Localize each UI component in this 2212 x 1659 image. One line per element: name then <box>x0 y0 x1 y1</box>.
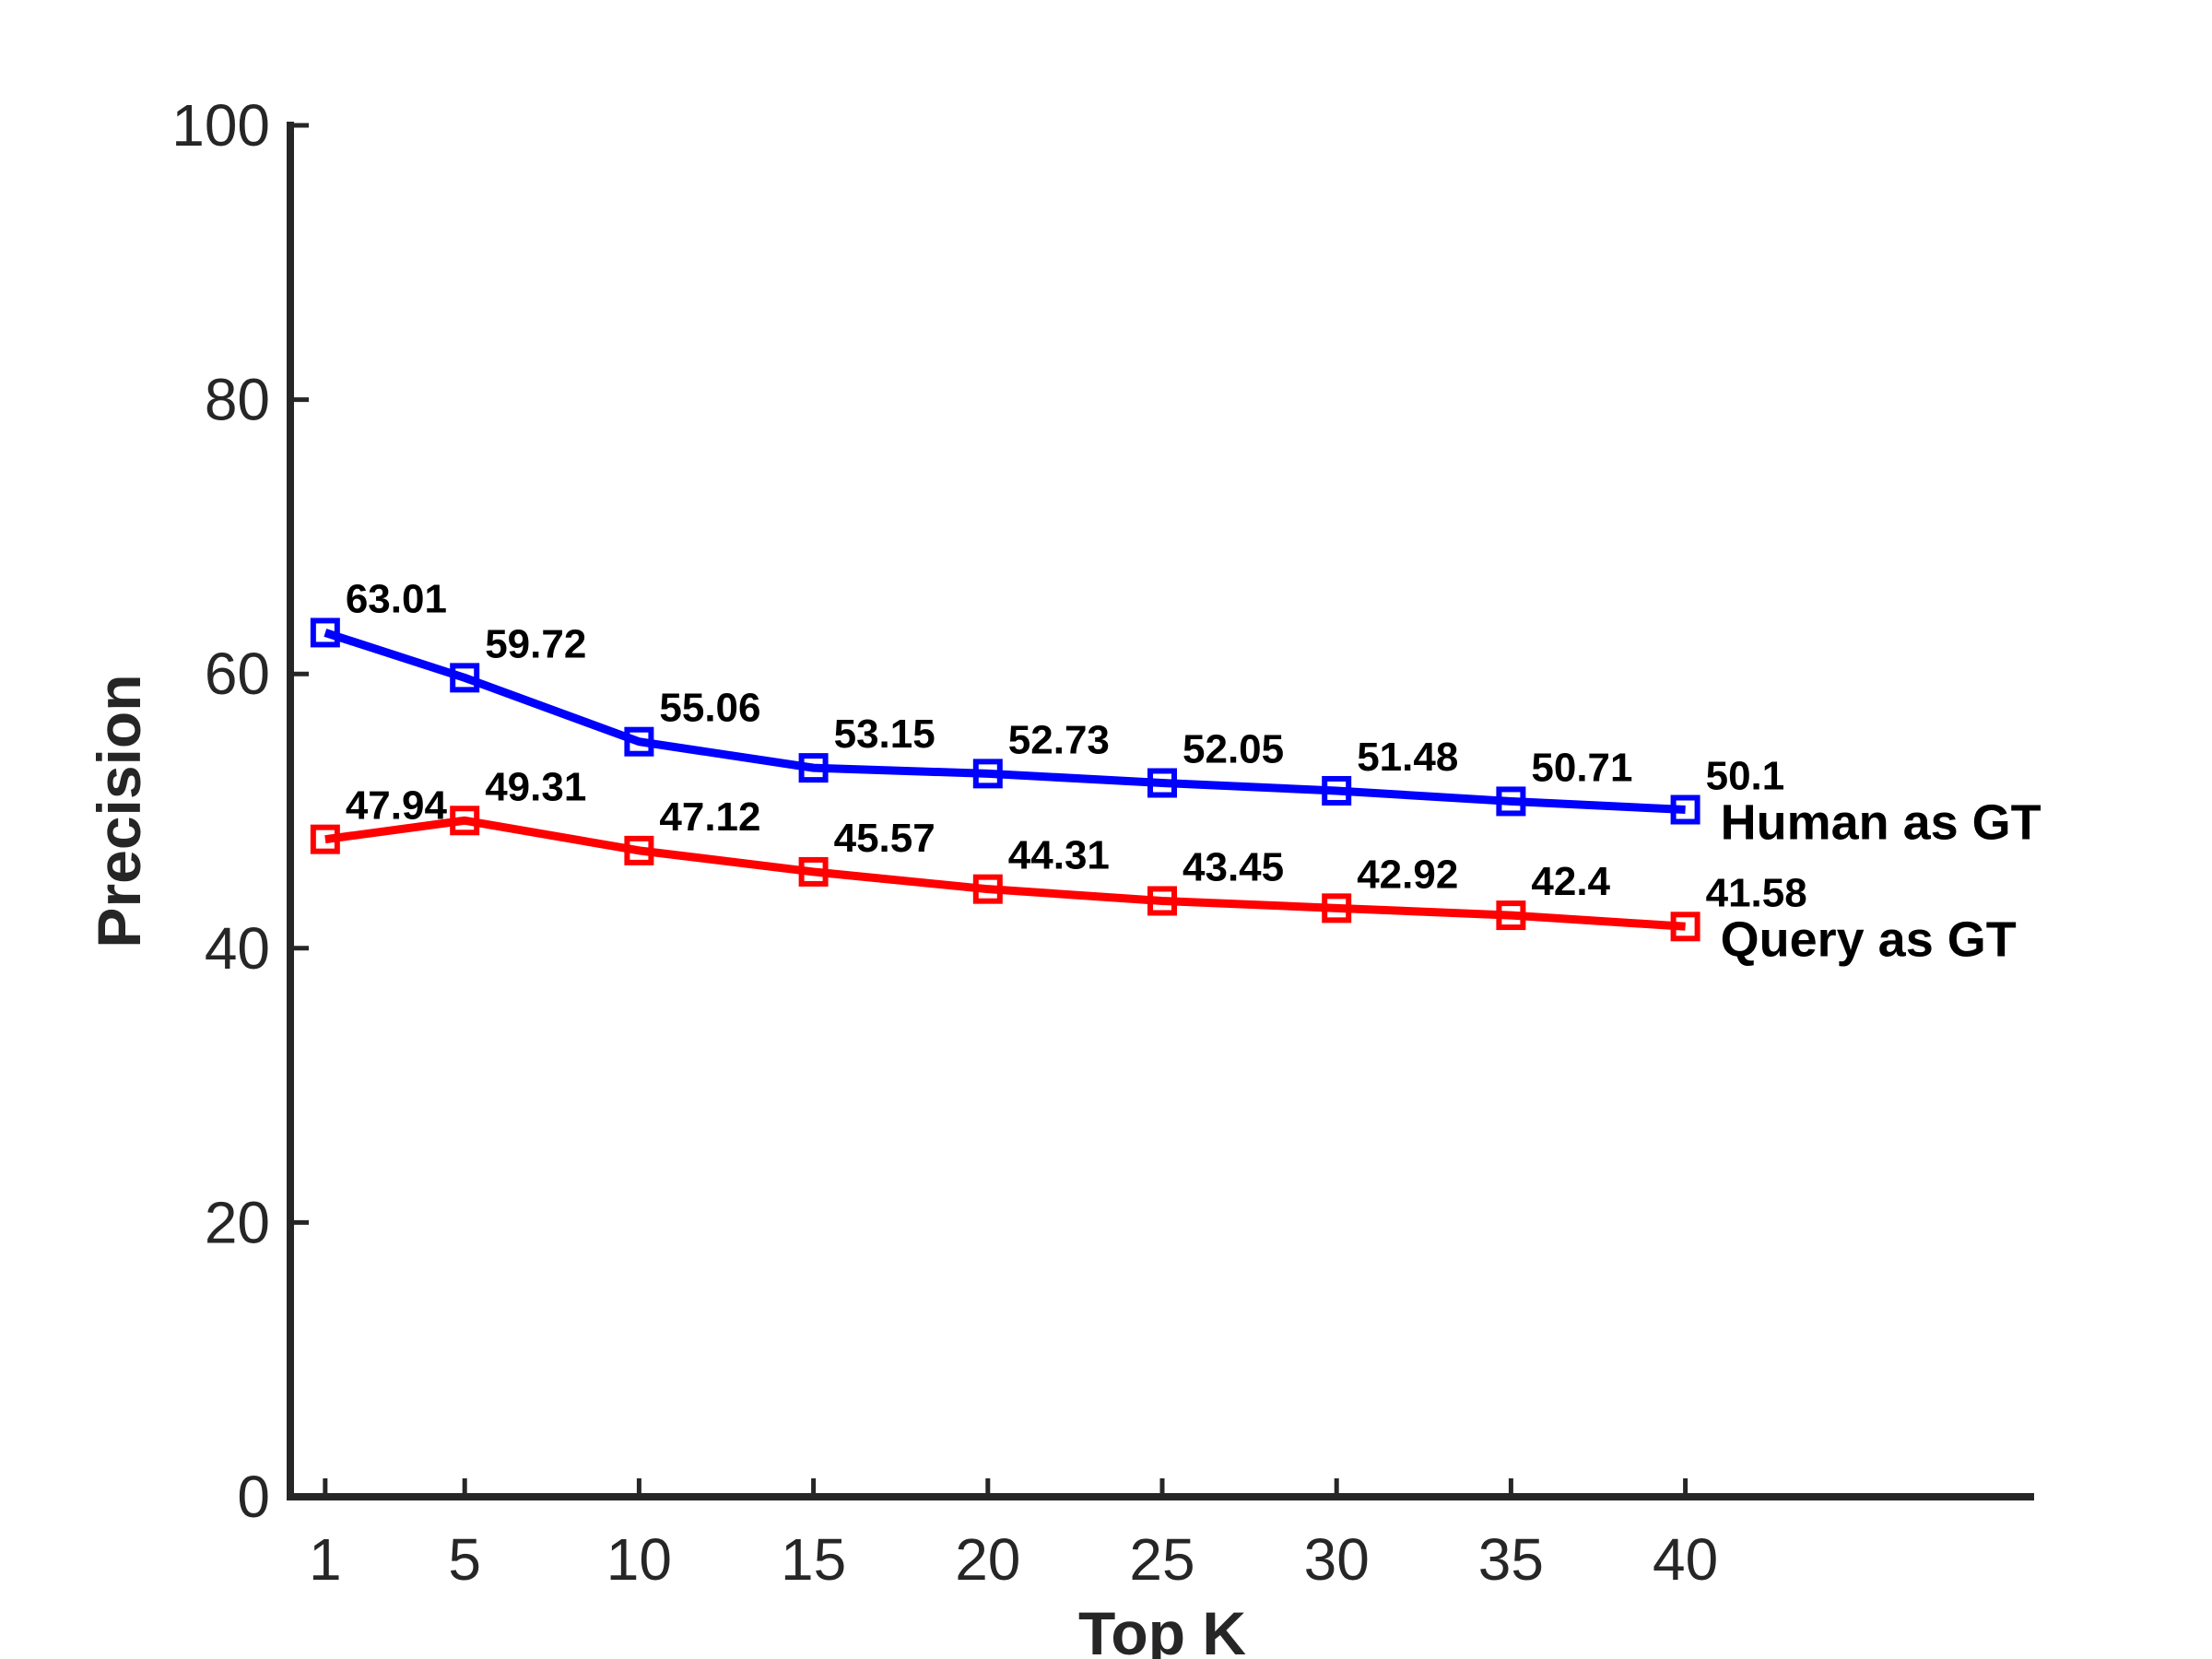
data-point-marker <box>1496 900 1526 931</box>
data-label: 59.72 <box>485 621 586 666</box>
data-label: 47.12 <box>659 794 760 840</box>
data-point-marker <box>1670 912 1700 942</box>
data-point-marker <box>972 874 1003 904</box>
series-line <box>324 629 1686 815</box>
x-tick-label: 1 <box>309 1526 342 1593</box>
data-point-marker <box>798 753 829 783</box>
data-point-marker <box>450 806 480 836</box>
data-label: 43.45 <box>1182 844 1284 889</box>
data-point-marker <box>1147 886 1177 916</box>
series-line <box>324 816 1686 931</box>
data-label: 42.92 <box>1357 852 1458 897</box>
x-tick-label: 15 <box>781 1526 846 1593</box>
data-point-marker <box>450 663 480 693</box>
series-layer: 63.01 59.72 55.06 53.15 52.73 52.05 51.48 50.71… <box>310 576 2041 967</box>
data-point-marker <box>1670 794 1700 825</box>
data-point-marker <box>1496 786 1526 817</box>
x-tick-label: 10 <box>606 1526 672 1593</box>
x-tick-label: 40 <box>1653 1526 1718 1593</box>
series-name-label: Query as GT <box>1721 912 2017 967</box>
x-tick-label: 5 <box>448 1526 481 1593</box>
data-label: 50.71 <box>1531 745 1632 790</box>
data-label: 42.4 <box>1531 859 1610 904</box>
data-point-marker <box>1322 893 1352 924</box>
data-label: 52.73 <box>1008 717 1110 762</box>
data-point-marker <box>1147 768 1177 798</box>
y-tick-label: 20 <box>205 1189 270 1255</box>
data-point-marker <box>798 856 829 887</box>
y-tick-label: 40 <box>205 915 270 982</box>
series-human-as-gt: 63.01 59.72 55.06 53.15 52.73 52.05 51.48 50.71… <box>310 576 2041 851</box>
x-axis-title: Top K <box>1078 1599 1246 1659</box>
data-label: 51.48 <box>1357 735 1458 780</box>
data-point-marker <box>310 824 340 854</box>
y-axis-title: Precision <box>85 674 153 947</box>
y-tick-label: 0 <box>237 1464 270 1530</box>
data-label: 47.94 <box>346 783 448 829</box>
x-tick-label: 35 <box>1478 1526 1544 1593</box>
y-ticks: 0 20 40 60 80 100 <box>171 92 309 1530</box>
x-ticks: 1 5 10 15 20 25 30 35 40 <box>309 1478 1718 1593</box>
x-tick-label: 25 <box>1129 1526 1194 1593</box>
data-label: 50.1 <box>1706 754 1785 799</box>
y-tick-label: 100 <box>171 92 270 159</box>
data-point-marker <box>624 835 654 865</box>
data-label: 55.06 <box>659 686 760 731</box>
data-point-marker <box>1322 775 1352 806</box>
data-point-marker <box>310 618 340 648</box>
data-label: 44.31 <box>1008 833 1110 878</box>
data-label: 49.31 <box>485 764 586 809</box>
data-label: 63.01 <box>346 576 447 621</box>
data-label: 41.58 <box>1706 870 1807 915</box>
y-tick-label: 80 <box>205 367 270 433</box>
x-tick-label: 20 <box>955 1526 1020 1593</box>
data-label: 52.05 <box>1182 726 1284 771</box>
data-point-marker <box>972 759 1003 789</box>
data-label: 45.57 <box>834 816 935 861</box>
y-tick-label: 60 <box>205 641 270 707</box>
data-label: 53.15 <box>834 712 935 757</box>
x-tick-label: 30 <box>1304 1526 1370 1593</box>
series-query-as-gt: 47.94 49.31 47.12 45.57 44.31 43.45 42.92 42.4 4… <box>310 764 2017 967</box>
data-point-marker <box>624 726 654 757</box>
series-name-label: Human as GT <box>1721 795 2041 851</box>
